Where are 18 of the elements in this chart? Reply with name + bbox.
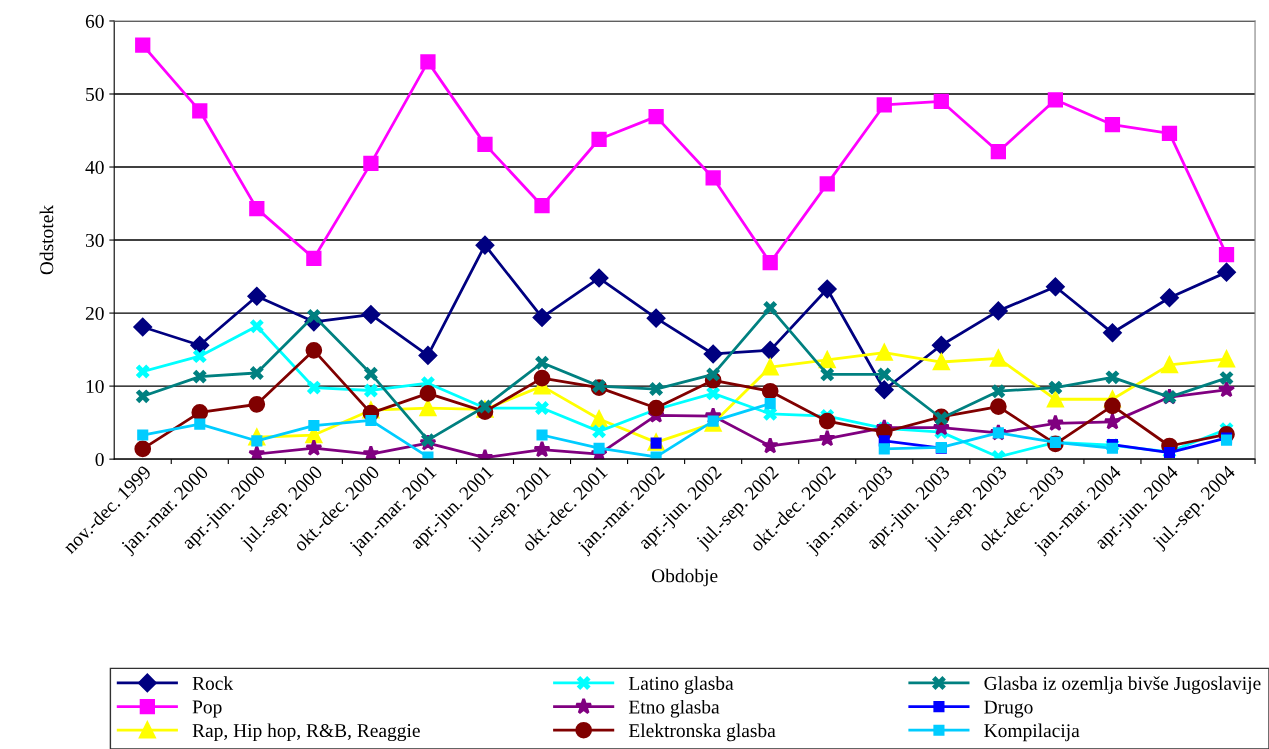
legend-label: Glasba iz ozemlja bivše Jugoslavije [984, 676, 1261, 694]
legend-label: Rap, Hip hop, R&B, Reaggie [192, 723, 420, 742]
y-tick-label: 10 [86, 379, 104, 394]
y-tick-label: 40 [85, 160, 104, 174]
legend-label: Elektronska glasba [628, 723, 776, 742]
legend-label: Rock [192, 676, 234, 690]
y-tick-label: 0 [95, 452, 104, 467]
y-tick-label: 50 [86, 87, 104, 101]
y-tick-label: 30 [85, 233, 104, 247]
y-tick-label: 60 [85, 14, 104, 28]
legend-label: Latino glasba [628, 676, 734, 694]
y-tick-label: 20 [85, 306, 104, 321]
legend-label: Pop [192, 700, 222, 718]
y-axis-title: Odstotek [39, 204, 54, 275]
legend-label: Etno glasba [628, 699, 720, 718]
legend-label: Drugo [984, 700, 1033, 718]
x-axis-title: Obdobje [651, 568, 718, 587]
legend-label: Kompilacija [984, 723, 1080, 742]
